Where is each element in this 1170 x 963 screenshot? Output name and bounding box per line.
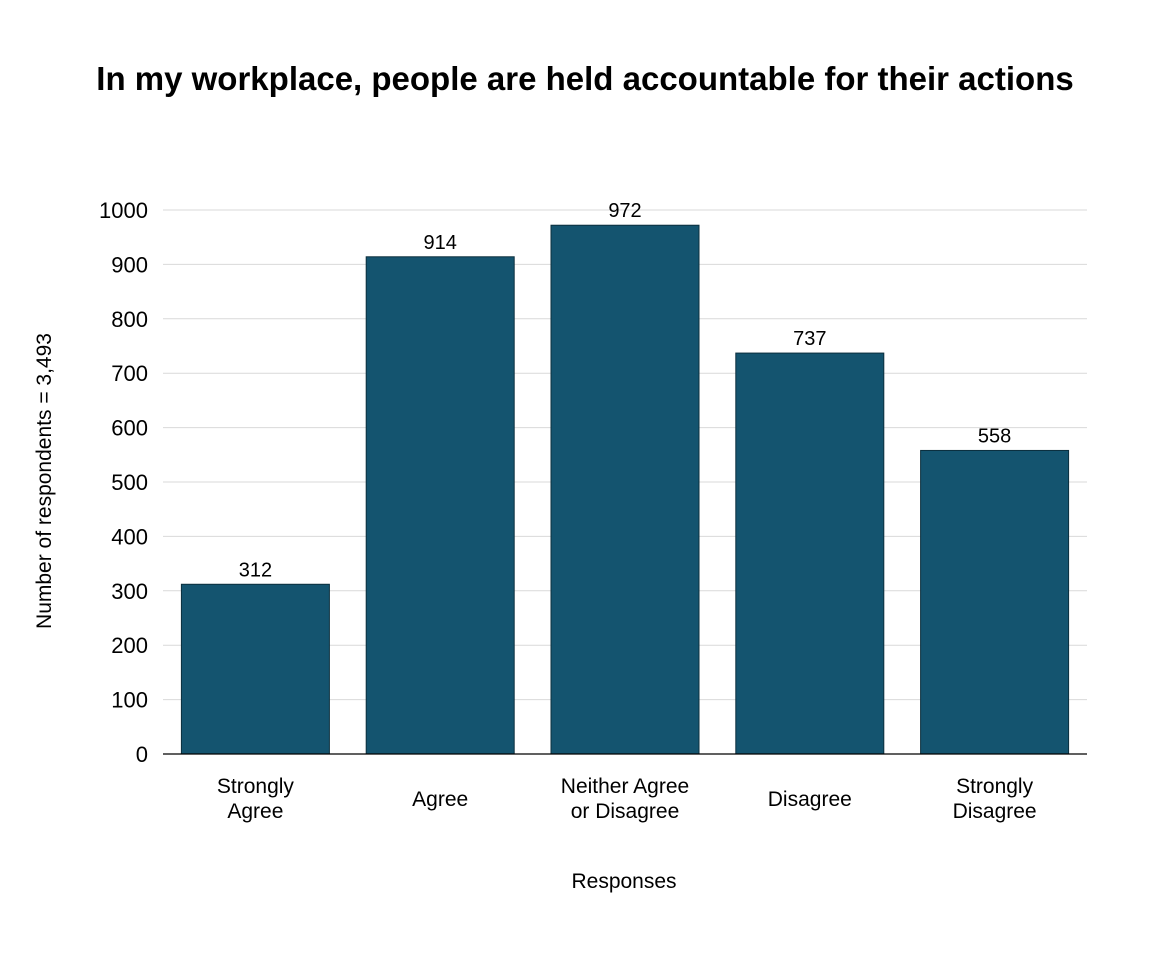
y-tick-label: 400 — [111, 524, 148, 549]
y-tick-label: 900 — [111, 252, 148, 277]
y-axis-ticks: 0 100 200 300 400 500 600 700 800 900 1000 — [99, 198, 148, 767]
x-tick-label: Neither Agree — [561, 775, 689, 798]
y-tick-label: 1000 — [99, 198, 148, 223]
bar — [735, 352, 885, 755]
bar — [365, 256, 515, 755]
y-tick-label: 600 — [111, 416, 148, 441]
data-label: 312 — [239, 559, 272, 581]
y-tick-label: 500 — [111, 470, 148, 495]
x-tick-label: Disagree — [953, 800, 1037, 823]
y-tick-label: 100 — [111, 688, 148, 713]
x-tick-label: Agree — [227, 800, 283, 823]
data-label: 558 — [978, 425, 1011, 447]
x-tick-label: Agree — [412, 788, 468, 811]
data-label: 972 — [608, 200, 641, 222]
x-axis-title: Responses — [571, 870, 676, 893]
x-tick-label: Strongly — [956, 775, 1034, 798]
x-tick-label: Strongly — [217, 775, 295, 798]
y-tick-label: 200 — [111, 633, 148, 658]
data-label: 914 — [424, 232, 457, 254]
bar — [550, 224, 700, 755]
bars — [180, 224, 1070, 755]
bar — [920, 449, 1070, 755]
y-tick-label: 800 — [111, 307, 148, 332]
y-tick-label: 700 — [111, 361, 148, 386]
x-tick-label: Disagree — [768, 788, 852, 811]
y-axis-title: Number of respondents = 3,493 — [33, 333, 56, 629]
data-labels: 312 914 972 737 558 — [239, 200, 1012, 581]
y-tick-label: 300 — [111, 579, 148, 604]
x-tick-label: or Disagree — [571, 800, 680, 823]
chart-title: In my workplace, people are held account… — [96, 60, 1073, 97]
bar — [180, 583, 330, 755]
y-tick-label: 0 — [136, 742, 148, 767]
data-label: 737 — [793, 328, 826, 350]
